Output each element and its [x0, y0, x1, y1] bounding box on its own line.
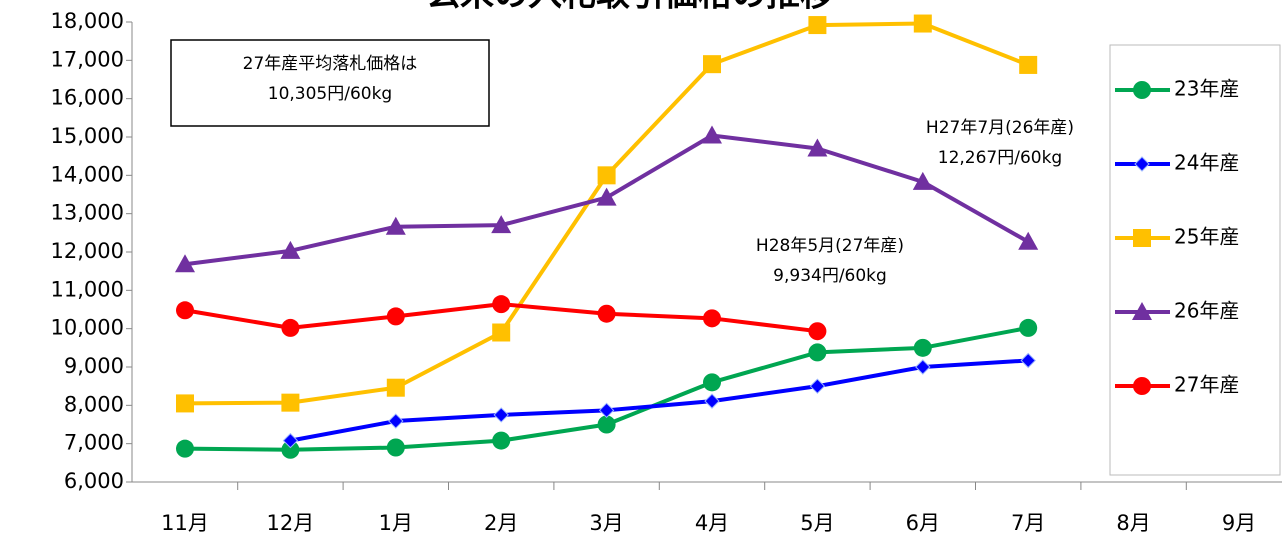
x-tick-label: 11月	[161, 511, 209, 535]
x-tick-label: 12月	[267, 511, 315, 535]
legend-label: 23年産	[1174, 77, 1239, 101]
marker	[598, 402, 615, 419]
annotation: 27年産平均落札価格は	[243, 54, 418, 74]
annotation: 12,267円/60kg	[938, 148, 1062, 168]
y-tick-label: 11,000	[51, 277, 124, 301]
legend-box	[1109, 44, 1281, 476]
marker	[912, 171, 933, 190]
annotation: 9,934円/60kg	[773, 266, 887, 286]
marker	[809, 378, 826, 394]
marker	[808, 343, 827, 362]
marker	[176, 301, 194, 320]
y-tick-label: 16,000	[51, 86, 124, 110]
marker	[1132, 302, 1152, 320]
marker	[176, 439, 194, 458]
annotation: H27年7月(26年産)	[926, 118, 1074, 138]
marker	[703, 373, 721, 392]
marker	[281, 318, 300, 337]
marker	[493, 407, 509, 423]
marker	[385, 216, 406, 235]
y-tick-label: 10,000	[51, 316, 124, 340]
annotation: H28年5月(27年産)	[756, 236, 904, 256]
marker	[807, 138, 828, 157]
y-tick-label: 9,000	[64, 354, 124, 378]
marker	[597, 415, 616, 434]
marker	[386, 378, 405, 397]
marker	[176, 394, 194, 413]
marker	[1019, 55, 1038, 74]
marker	[1020, 352, 1036, 369]
marker	[1133, 377, 1151, 395]
marker	[386, 438, 405, 457]
series-line	[290, 358, 1029, 443]
legend-label: 27年産	[1174, 373, 1239, 397]
marker	[703, 309, 721, 328]
marker	[1133, 81, 1151, 99]
marker	[492, 431, 511, 450]
marker	[175, 254, 195, 273]
y-tick-label: 14,000	[51, 162, 124, 186]
x-tick-label: 9月	[1222, 511, 1256, 535]
marker	[1018, 231, 1039, 250]
legend-label: 24年産	[1174, 151, 1239, 175]
chart-title: 玄米の入札取引価格の推移	[426, 0, 834, 15]
marker	[596, 187, 617, 206]
x-tick-label: 3月	[589, 511, 623, 535]
marker	[492, 295, 511, 314]
y-tick-label: 6,000	[64, 469, 124, 493]
y-tick-label: 17,000	[51, 47, 124, 71]
marker	[597, 166, 616, 185]
x-tick-label: 4月	[695, 511, 729, 535]
marker	[282, 432, 299, 449]
y-tick-label: 18,000	[51, 9, 124, 33]
marker	[1133, 229, 1151, 247]
marker	[808, 16, 827, 35]
legend-label: 26年産	[1174, 299, 1239, 323]
marker	[704, 393, 720, 409]
y-tick-label: 8,000	[64, 392, 124, 416]
legend: 23年産 24年産 25年産 26年産 27年産	[1109, 44, 1281, 476]
marker	[492, 323, 511, 342]
marker	[913, 338, 932, 357]
marker	[491, 215, 512, 234]
marker	[1019, 318, 1038, 337]
annotation: 10,305円/60kg	[268, 84, 392, 104]
marker	[597, 304, 616, 323]
marker	[913, 14, 932, 33]
marker	[388, 413, 404, 429]
legend-label: 25年産	[1174, 225, 1239, 249]
x-tick-label: 7月	[1011, 511, 1045, 535]
x-tick-label: 1月	[379, 511, 413, 535]
marker	[281, 440, 300, 459]
annotation-box	[170, 39, 490, 127]
y-tick-label: 7,000	[64, 431, 124, 455]
marker	[386, 307, 405, 326]
x-tick-label: 5月	[800, 511, 834, 535]
marker	[702, 125, 722, 144]
marker	[915, 359, 931, 375]
marker	[280, 240, 301, 259]
marker	[703, 55, 721, 74]
marker	[1134, 156, 1150, 172]
y-tick-label: 15,000	[51, 124, 124, 148]
x-tick-label: 8月	[1116, 511, 1150, 535]
x-tick-label: 2月	[484, 511, 518, 535]
marker	[808, 322, 827, 341]
y-tick-label: 13,000	[51, 201, 124, 225]
marker	[281, 393, 300, 412]
x-tick-label: 6月	[906, 511, 940, 535]
y-tick-label: 12,000	[51, 239, 124, 263]
